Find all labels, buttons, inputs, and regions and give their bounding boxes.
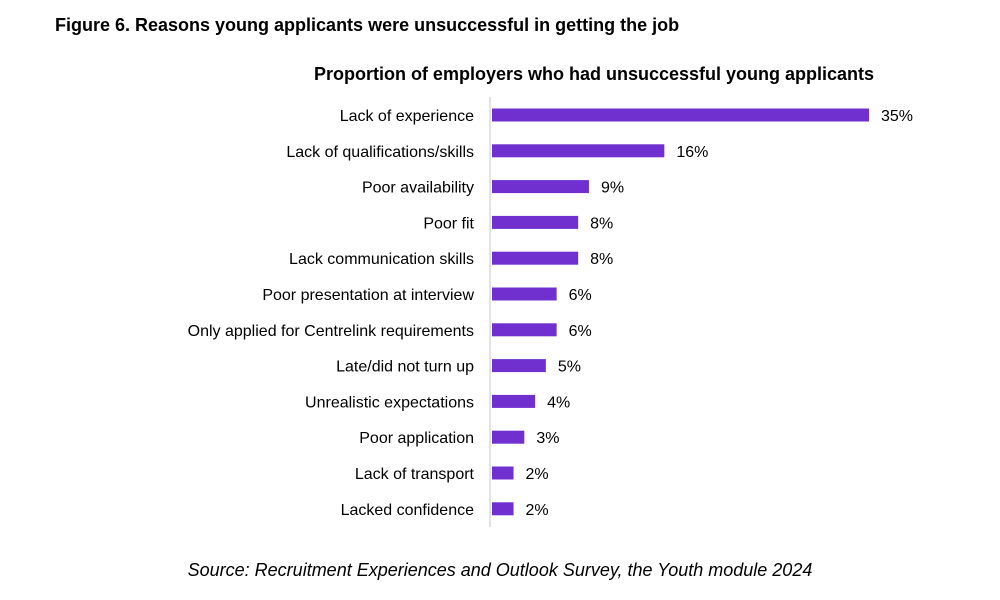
chart-title: Proportion of employers who had unsucces… — [313, 64, 875, 84]
value-label: 3% — [536, 430, 559, 447]
value-label: 2% — [526, 466, 549, 483]
value-label: 8% — [590, 251, 613, 268]
value-label: 2% — [526, 502, 549, 519]
bar — [492, 394, 536, 408]
category-label: Late/did not turn up — [336, 359, 474, 376]
bar — [492, 180, 589, 194]
category-label: Lacked confidence — [341, 502, 475, 519]
category-label: Poor fit — [423, 215, 474, 232]
category-label: Poor availability — [362, 180, 474, 197]
value-label: 16% — [676, 144, 708, 161]
category-label: Only applied for Centrelink requirements — [188, 323, 474, 340]
value-label: 6% — [569, 287, 592, 304]
category-label: Poor presentation at interview — [262, 287, 474, 304]
bar — [492, 215, 579, 229]
bar — [492, 251, 579, 265]
category-label: Lack of experience — [340, 108, 474, 125]
bar — [492, 466, 514, 480]
bar — [492, 359, 546, 373]
bar — [492, 430, 525, 444]
category-label: Lack of transport — [355, 466, 475, 483]
category-label: Lack of qualifications/skills — [286, 144, 474, 161]
bar — [492, 502, 514, 516]
figure-title: Figure 6. Reasons young applicants were … — [55, 15, 680, 35]
bar — [492, 144, 665, 158]
bar — [492, 108, 869, 122]
bar — [492, 287, 557, 301]
value-label: 5% — [558, 359, 581, 376]
category-label: Lack communication skills — [289, 251, 474, 268]
category-label: Unrealistic expectations — [305, 394, 474, 411]
bar — [492, 323, 557, 337]
value-label: 4% — [547, 394, 570, 411]
value-label: 6% — [569, 323, 592, 340]
value-label: 35% — [881, 108, 913, 125]
value-label: 8% — [590, 215, 613, 232]
category-label: Poor application — [359, 430, 474, 447]
value-label: 9% — [601, 180, 624, 197]
source-note: Source: Recruitment Experiences and Outl… — [187, 560, 813, 580]
